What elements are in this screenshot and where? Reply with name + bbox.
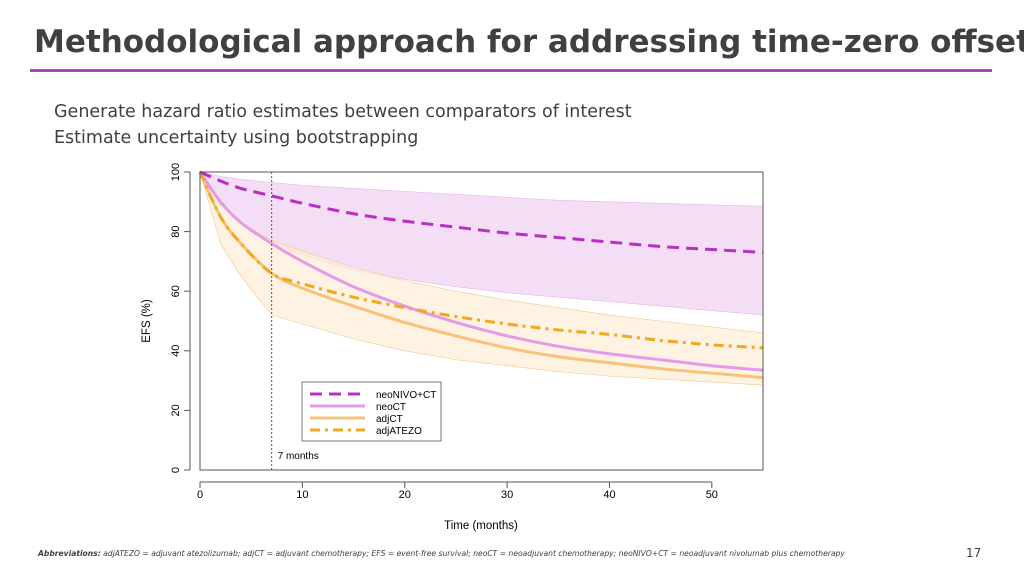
footnote-text: adjATEZO = adjuvant atezolizumab; adjCT …: [103, 549, 845, 558]
y-tick-label: 80: [170, 225, 182, 237]
legend-label-neonivo-ct: neoNIVO+CT: [376, 390, 436, 401]
legend-label-adjct: adjCT: [376, 414, 403, 425]
legend-label-adjatezo: adjATEZO: [376, 426, 422, 437]
bullet-item: Generate hazard ratio estimates between …: [54, 102, 632, 122]
x-tick-label: 0: [197, 489, 203, 501]
series-line-neoct: [198, 171, 764, 372]
x-tick-label: 20: [399, 489, 411, 501]
x-axis-title: Time (months): [444, 520, 518, 532]
y-axis-title: EFS (%): [141, 299, 153, 343]
y-tick-label: 60: [170, 285, 182, 297]
y-tick-label: 40: [170, 345, 182, 357]
bullet-list: Generate hazard ratio estimates between …: [54, 99, 632, 151]
series-line-adjatezo: [198, 171, 764, 350]
plot-frame: [199, 171, 764, 471]
page-number: 17: [966, 546, 982, 560]
footnote: Abbreviations: adjATEZO = adjuvant atezo…: [38, 549, 845, 558]
title-underline: [30, 69, 992, 72]
y-tick-label: 0: [170, 467, 182, 473]
x-tick-label: 30: [501, 489, 513, 501]
legend-label-neoct: neoCT: [376, 402, 406, 413]
x-tick-label: 50: [706, 489, 718, 501]
x-tick-label: 40: [603, 489, 615, 501]
chart-legend: neoNIVO+CT neoCT adjCT adjATEZO: [301, 381, 442, 442]
y-tick-label: 100: [170, 163, 182, 181]
reference-line-label: 7 months: [278, 451, 319, 462]
series-line-neonivo-ct: [199, 170, 764, 254]
bullet-item: Estimate uncertainty using bootstrapping: [54, 128, 419, 148]
x-tick-label: 10: [296, 489, 308, 501]
y-tick-label: 20: [170, 404, 182, 416]
slide-title: Methodological approach for addressing t…: [34, 24, 1024, 60]
footnote-label: Abbreviations:: [38, 549, 101, 558]
